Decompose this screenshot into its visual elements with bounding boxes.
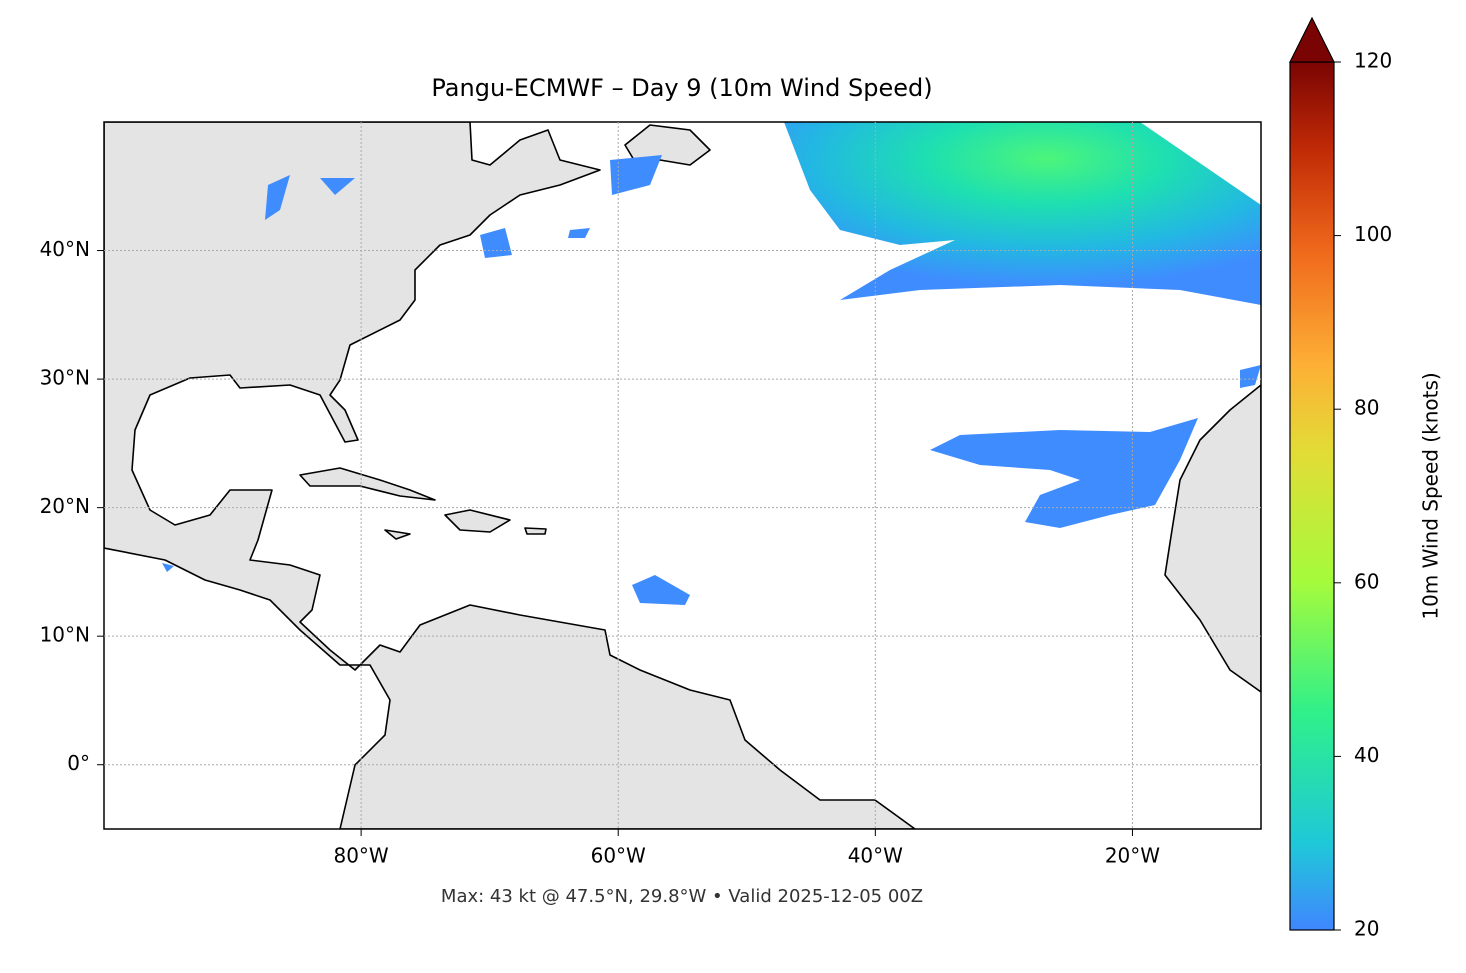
y-tick-label: 40°N bbox=[40, 237, 90, 261]
chart-title: Pangu-ECMWF – Day 9 (10m Wind Speed) bbox=[431, 74, 932, 102]
colorbar-tick-label: 80 bbox=[1354, 396, 1379, 420]
y-tick-label: 0° bbox=[67, 751, 90, 775]
colorbar-label: 10m Wind Speed (knots) bbox=[1419, 372, 1443, 619]
x-tick-label: 60°W bbox=[591, 844, 646, 868]
y-tick-label: 10°N bbox=[40, 623, 90, 647]
y-tick-label: 30°N bbox=[40, 366, 90, 390]
wind-field-small bbox=[162, 155, 1261, 605]
y-tick-label: 20°N bbox=[40, 494, 90, 518]
x-tick-label: 20°W bbox=[1105, 844, 1160, 868]
colorbar-tick-label: 60 bbox=[1354, 569, 1379, 593]
jamaica bbox=[384, 529, 411, 540]
hispaniola bbox=[444, 509, 511, 533]
map-area bbox=[104, 122, 1261, 829]
map-frame bbox=[103, 121, 1262, 830]
colorbar-tick-label: 20 bbox=[1354, 917, 1379, 941]
colorbar-tick-label: 40 bbox=[1354, 743, 1379, 767]
x-tick-label: 80°W bbox=[333, 844, 388, 868]
colorbar-tick-label: 120 bbox=[1354, 49, 1392, 73]
annotation: Max: 43 kt @ 47.5°N, 29.8°W • Valid 2025… bbox=[441, 886, 923, 907]
colorbar bbox=[1289, 61, 1335, 931]
wind-field-east bbox=[930, 418, 1198, 528]
wind-field-north bbox=[784, 122, 1261, 305]
cuba bbox=[299, 467, 436, 501]
colorbar-tick-label: 100 bbox=[1354, 222, 1392, 246]
africa bbox=[1164, 384, 1261, 693]
puerto-rico bbox=[524, 527, 547, 535]
americas bbox=[104, 122, 916, 829]
colorbar-extend bbox=[1289, 16, 1335, 63]
x-tick-label: 40°W bbox=[848, 844, 903, 868]
